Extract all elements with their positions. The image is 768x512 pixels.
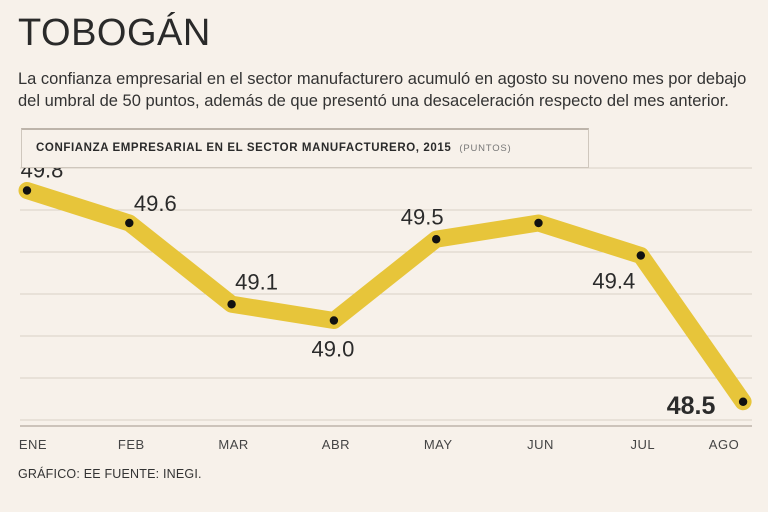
x-axis-ticks: ENE FEB MAR ABR MAY JUN JUL AGO <box>19 437 739 452</box>
grid-lines <box>20 167 752 427</box>
data-point-may <box>432 235 441 244</box>
chart-title: CONFIANZA EMPRESARIAL EN EL SECTOR MANUF… <box>36 142 512 154</box>
chart-unit: (PUNTOS) <box>459 143 512 154</box>
chart-title-text: CONFIANZA EMPRESARIAL EN EL SECTOR MANUF… <box>36 142 452 154</box>
data-label-may: 49.5 <box>401 204 444 229</box>
data-point-abr <box>329 316 339 325</box>
data-point-jun <box>534 218 543 228</box>
data-markers <box>22 186 748 406</box>
page-title: TOBOGÁN <box>18 12 211 54</box>
x-tick-abr: ABR <box>322 437 350 452</box>
page-subtitle: La confianza empresarial en el sector ma… <box>18 70 747 110</box>
x-tick-ago: AGO <box>709 437 739 452</box>
x-tick-ene: ENE <box>19 437 47 452</box>
data-point-jul <box>636 251 645 260</box>
series-line <box>18 182 752 411</box>
x-tick-may: MAY <box>424 437 453 452</box>
data-label-jul: 49.4 <box>592 269 635 294</box>
x-tick-mar: MAR <box>218 437 248 452</box>
data-point-mar <box>227 300 236 309</box>
data-label-abr: 49.0 <box>311 337 354 362</box>
data-point-ago <box>738 397 748 406</box>
data-label-mar: 49.1 <box>235 269 278 294</box>
x-tick-jul: JUL <box>630 437 655 452</box>
data-point-ene <box>22 186 32 195</box>
data-point-feb <box>125 218 134 228</box>
series-line-path <box>18 182 752 411</box>
source-credit: GRÁFICO: EE FUENTE: INEGI. <box>18 467 202 481</box>
x-tick-feb: FEB <box>118 437 145 452</box>
data-label-feb: 49.6 <box>134 191 177 216</box>
data-label-ago: 48.5 <box>667 392 716 420</box>
x-tick-jun: JUN <box>527 437 554 452</box>
chart-title-box: CONFIANZA EMPRESARIAL EN EL SECTOR MANUF… <box>21 128 589 168</box>
